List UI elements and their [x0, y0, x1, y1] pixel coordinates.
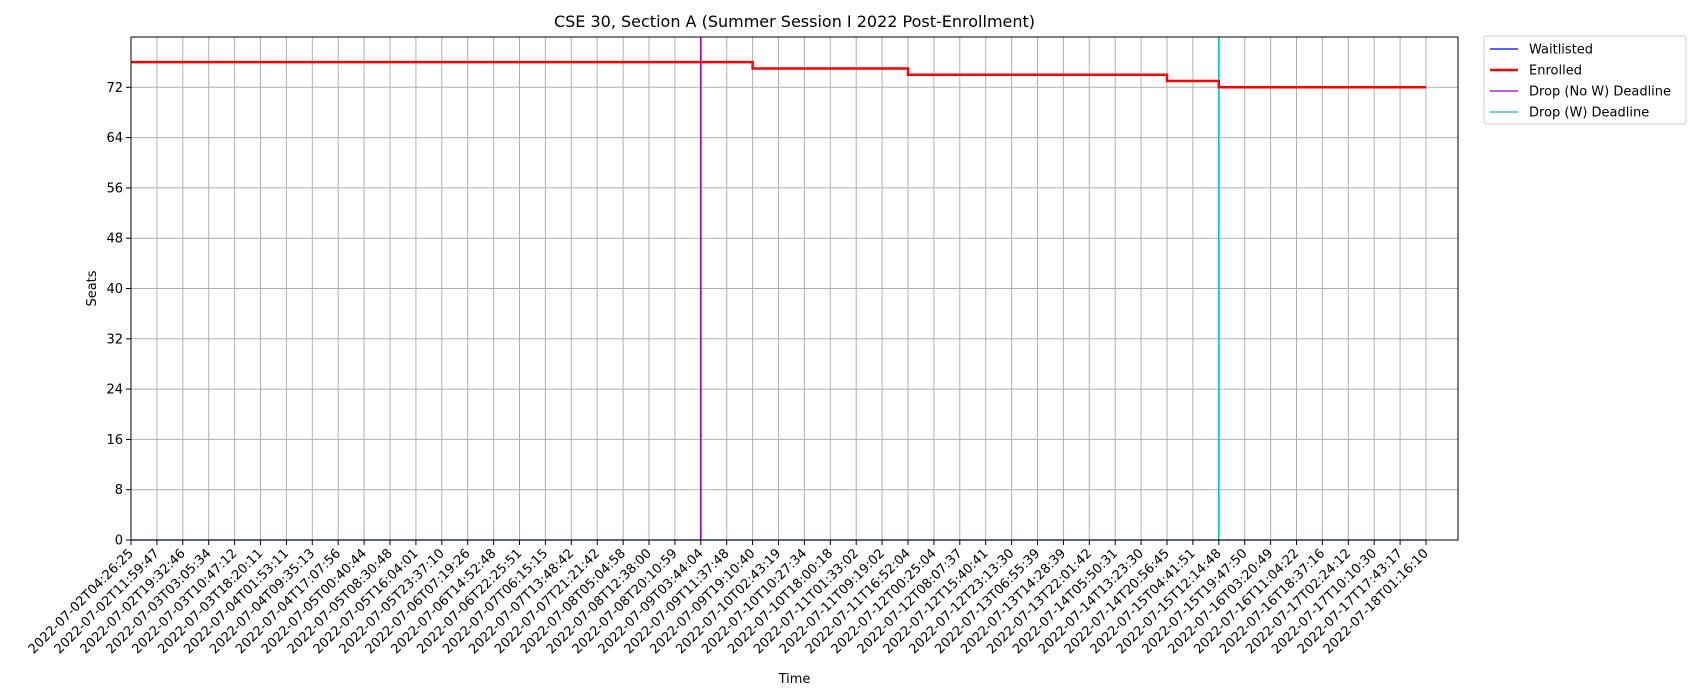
y-tick-label: 24 — [106, 383, 123, 398]
legend-label: Drop (W) Deadline — [1529, 106, 1649, 121]
y-tick-label: 48 — [106, 232, 123, 247]
legend-label: Drop (No W) Deadline — [1529, 85, 1671, 100]
y-tick-label: 32 — [106, 332, 123, 347]
chart-title: CSE 30, Section A (Summer Session I 2022… — [554, 12, 1035, 31]
deadline-lines — [699, 37, 1220, 540]
y-tick-label: 64 — [106, 131, 123, 146]
y-tick-label: 0 — [115, 534, 123, 549]
y-axis-title: Seats — [85, 270, 100, 306]
y-tick-label: 40 — [106, 282, 123, 297]
y-tick-label: 72 — [106, 81, 123, 96]
y-tick-label: 16 — [106, 433, 123, 448]
y-tick-label: 56 — [106, 181, 123, 196]
legend-box — [1483, 35, 1687, 125]
legend: Waitlisted Enrolled Drop (No W) Deadline Dr… — [1483, 35, 1687, 125]
grid-layer — [130, 37, 1458, 541]
y-axis-ticks: 0 8 16 24 32 40 48 56 64 72 — [106, 81, 131, 549]
legend-label: Waitlisted — [1529, 43, 1593, 58]
y-tick-label: 8 — [115, 483, 123, 498]
legend-label: Enrolled — [1529, 64, 1582, 79]
enrolled-series-line — [131, 60, 1426, 89]
x-axis-title: Time — [778, 672, 811, 687]
